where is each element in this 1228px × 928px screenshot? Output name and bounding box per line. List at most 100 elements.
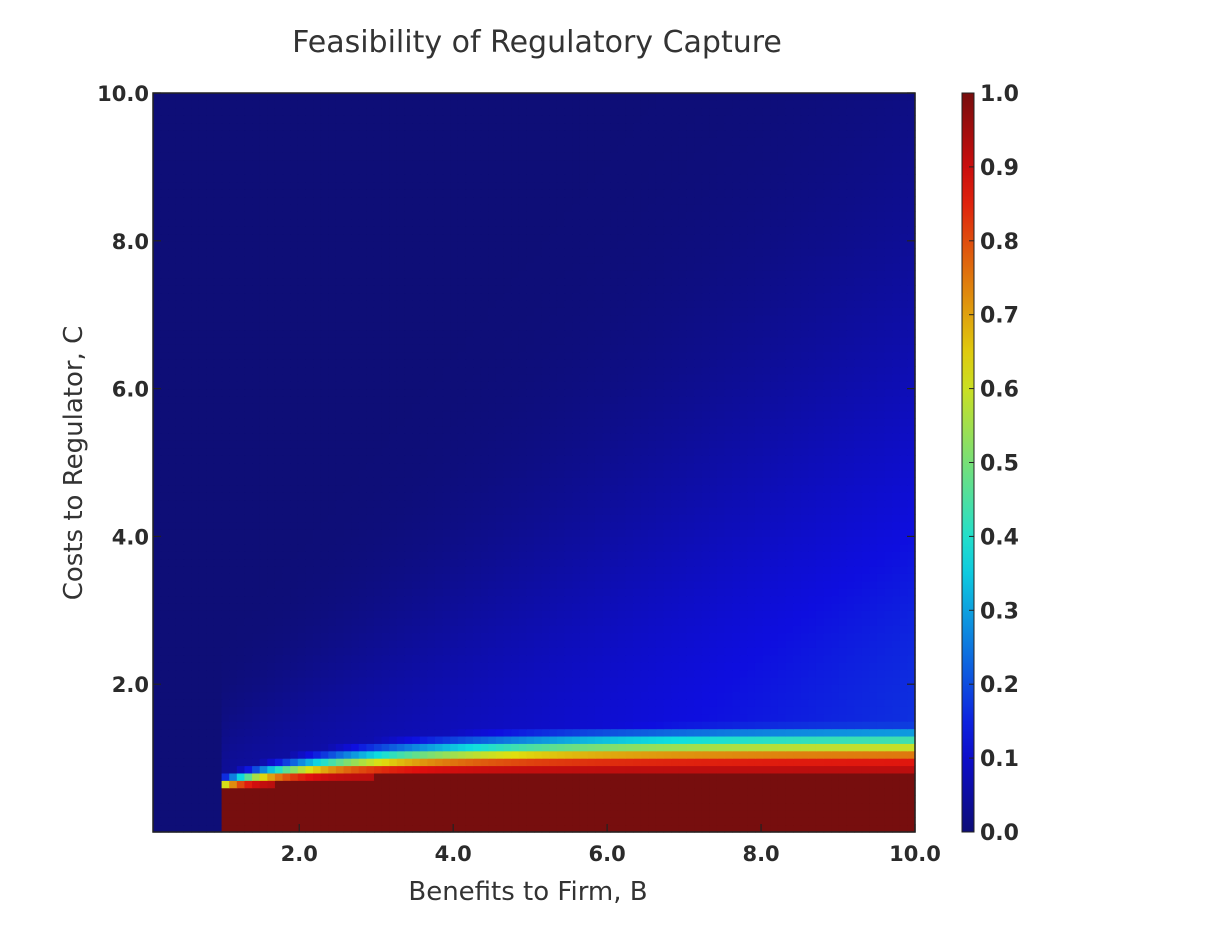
heatmap-cell	[419, 617, 428, 626]
heatmap-cell	[153, 610, 162, 619]
heatmap-cell	[160, 684, 169, 693]
heatmap-cell	[473, 543, 482, 552]
heatmap-cell	[579, 802, 588, 811]
heatmap-cell	[457, 691, 467, 700]
heatmap-cell	[213, 462, 223, 471]
heatmap-cell	[480, 610, 489, 619]
heatmap-cell	[351, 543, 360, 552]
heatmap-cell	[335, 765, 345, 774]
heatmap-cell	[640, 750, 649, 759]
heatmap-cell	[770, 484, 779, 493]
heatmap-cell	[168, 625, 177, 634]
heatmap-cell	[457, 758, 467, 767]
heatmap-cell	[511, 765, 520, 774]
heatmap-cell	[419, 514, 428, 523]
heatmap-cell	[884, 676, 893, 685]
heatmap-cell	[838, 669, 848, 678]
heatmap-cell	[633, 514, 642, 523]
heatmap-cell	[404, 743, 413, 752]
heatmap-cell	[434, 662, 444, 671]
heatmap-cell	[724, 772, 733, 781]
heatmap-cell	[457, 780, 467, 789]
heatmap-cell	[762, 477, 771, 486]
heatmap-cell	[625, 713, 634, 722]
heatmap-cell	[419, 595, 428, 604]
heatmap-cell	[480, 706, 489, 715]
heatmap-cell	[610, 780, 619, 789]
heatmap-cell	[709, 492, 718, 501]
heatmap-cell	[175, 595, 185, 604]
heatmap-cell	[602, 676, 611, 685]
heatmap-cell	[861, 558, 870, 567]
heatmap-cell	[389, 780, 398, 789]
heatmap-cell	[777, 625, 787, 634]
heatmap-cell	[518, 795, 527, 804]
heatmap-cell	[442, 610, 451, 619]
heatmap-cell	[366, 499, 375, 508]
heatmap-cell	[457, 802, 467, 811]
heatmap-cell	[526, 506, 535, 515]
heatmap-cell	[617, 477, 627, 486]
heatmap-cell	[511, 580, 520, 589]
heatmap-cell	[274, 654, 284, 663]
heatmap-cell	[213, 698, 223, 707]
heatmap-cell	[267, 691, 276, 700]
heatmap-cell	[785, 521, 794, 530]
heatmap-cell	[419, 639, 428, 648]
heatmap-cell	[305, 809, 314, 818]
heatmap-cell	[160, 647, 169, 656]
heatmap-cell	[404, 654, 413, 663]
heatmap-cell	[267, 492, 276, 501]
heatmap-cell	[808, 721, 817, 730]
heatmap-cell	[770, 787, 779, 796]
heatmap-cell	[694, 647, 703, 656]
heatmap-cell	[732, 565, 741, 574]
heatmap-cell	[351, 462, 360, 471]
heatmap-cell	[297, 462, 306, 471]
heatmap-cell	[655, 529, 665, 537]
heatmap-cell	[213, 721, 223, 730]
heatmap-cell	[206, 691, 215, 700]
heatmap-cell	[495, 743, 505, 752]
heatmap-cell	[351, 802, 360, 811]
heatmap-cell	[549, 713, 558, 722]
heatmap-cell	[678, 551, 687, 560]
heatmap-cell	[838, 565, 848, 574]
heatmap-cell	[770, 750, 779, 759]
heatmap-cell	[732, 617, 741, 626]
heatmap-cell	[762, 492, 771, 501]
heatmap-cell	[892, 499, 901, 508]
heatmap-cell	[396, 477, 406, 486]
heatmap-cell	[328, 477, 337, 486]
heatmap-cell	[434, 698, 444, 707]
heatmap-cell	[648, 713, 657, 722]
heatmap-cell	[869, 580, 878, 589]
heatmap-cell	[297, 551, 306, 560]
heatmap-cell	[732, 728, 741, 737]
heatmap-cell	[549, 625, 558, 634]
heatmap-cell	[282, 536, 291, 545]
heatmap-cell	[610, 787, 619, 796]
heatmap-cell	[335, 691, 345, 700]
heatmap-cell	[747, 817, 756, 826]
heatmap-cell	[762, 617, 771, 626]
heatmap-cell	[625, 787, 634, 796]
heatmap-cell	[206, 625, 215, 634]
heatmap-cell	[335, 795, 345, 804]
heatmap-cell	[648, 698, 657, 707]
heatmap-cell	[526, 758, 535, 767]
heatmap-cell	[831, 684, 840, 693]
heatmap-cell	[244, 824, 253, 833]
heatmap-cell	[564, 765, 573, 774]
heatmap-cell	[732, 654, 741, 663]
heatmap-cell	[686, 536, 695, 545]
heatmap-cell	[556, 765, 566, 774]
heatmap-cell	[747, 662, 756, 671]
heatmap-cell	[480, 735, 489, 744]
heatmap-cell	[313, 684, 322, 693]
heatmap-cell	[168, 817, 177, 826]
heatmap-cell	[838, 802, 848, 811]
heatmap-cell	[183, 588, 192, 597]
heatmap-cell	[831, 462, 840, 471]
heatmap-cell	[800, 492, 809, 501]
